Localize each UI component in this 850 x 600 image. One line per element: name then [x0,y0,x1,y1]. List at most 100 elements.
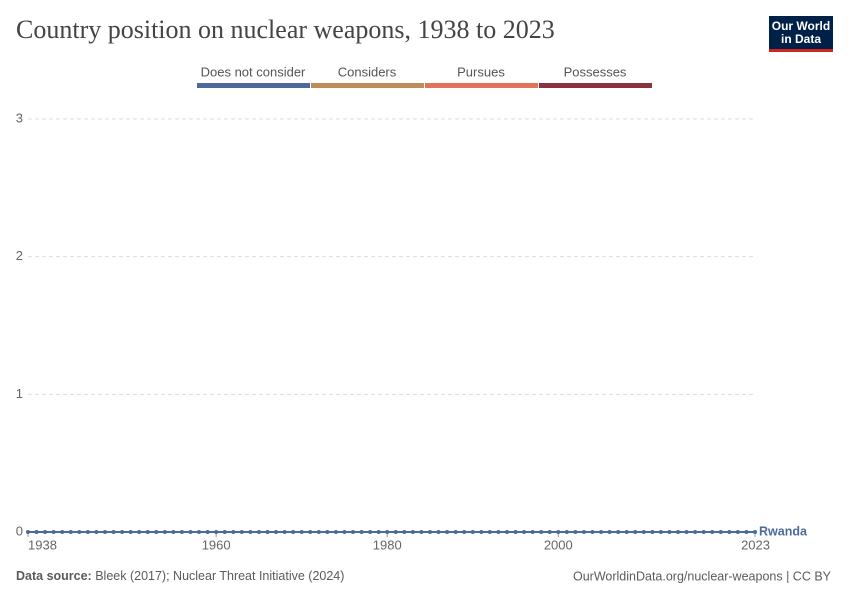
logo-bar [769,49,833,52]
data-point [436,530,441,534]
legend-swatch [311,83,424,88]
data-point [701,530,706,534]
data-point [727,530,732,534]
source: Data source: Bleek (2017); Nuclear Threa… [16,569,344,583]
data-point [616,530,621,534]
data-point [128,530,133,534]
legend-label: Pursues [457,64,505,79]
data-point [51,530,56,534]
data-point [333,530,338,534]
data-point [650,530,655,534]
series-label: Rwanda [759,524,808,538]
legend-label: Considers [338,64,397,79]
x-tick-label: 2023 [741,537,770,552]
data-point [171,530,176,534]
legend-label: Does not consider [201,64,306,79]
chart-title: Country position on nuclear weapons, 193… [16,15,555,44]
x-tick-label: 1938 [28,537,57,552]
data-point [641,530,646,534]
data-point [34,530,39,534]
data-point [522,530,527,534]
data-point [385,530,390,534]
data-point [77,530,82,534]
data-point [222,530,227,534]
data-point [197,530,202,534]
data-point [753,530,757,534]
data-point [291,530,296,534]
data-point [744,530,749,534]
data-point [239,530,244,534]
data-point [496,530,501,534]
data-point [676,530,681,534]
data-point [479,530,484,534]
data-point [573,530,578,534]
data-point [299,530,304,534]
data-point [94,530,99,534]
logo-box [769,16,833,49]
logo-text: in Data [781,32,821,46]
data-point [308,530,313,534]
data-point [462,530,467,534]
data-point [581,530,586,534]
data-point [359,530,364,534]
data-point [85,530,90,534]
data-point [487,530,492,534]
data-point [256,530,261,534]
data-point [453,530,458,534]
y-tick-label: 3 [16,110,23,125]
data-point [393,530,398,534]
legend-swatch [539,83,652,88]
data-point [60,530,65,534]
data-point [351,530,356,534]
data-point [718,530,723,534]
data-point [111,530,116,534]
data-point [154,530,159,534]
data-point [445,530,450,534]
data-point [188,530,193,534]
data-point [120,530,125,534]
data-point [137,530,142,534]
data-point [162,530,167,534]
data-point [564,530,569,534]
data-point [402,530,407,534]
data-point [684,530,689,534]
logo-text: Our World [772,19,830,33]
source-label: Data source: [16,569,92,583]
data-point [248,530,253,534]
data-point [316,530,321,534]
data-point [419,530,424,534]
data-point [427,530,432,534]
x-tick-label: 1980 [373,537,402,552]
data-point [633,530,638,534]
data-point [624,530,629,534]
data-point [470,530,475,534]
data-point [26,530,30,534]
data-point [274,530,279,534]
data-point [556,530,561,534]
data-point [410,530,415,534]
data-point [547,530,552,534]
data-point [102,530,107,534]
data-point [368,530,373,534]
data-point [607,530,612,534]
y-tick-label: 2 [16,248,23,263]
data-point [231,530,236,534]
data-point [145,530,150,534]
x-tick-label: 1960 [202,537,231,552]
data-point [325,530,330,534]
data-point [710,530,715,534]
data-point [214,530,219,534]
data-point [735,530,740,534]
data-point [43,530,48,534]
data-point [179,530,184,534]
y-tick-label: 0 [16,523,23,538]
data-point [205,530,210,534]
data-point [68,530,73,534]
y-tick-label: 1 [16,386,23,401]
legend-label: Possesses [564,64,627,79]
x-tick-label: 2000 [544,537,573,552]
url[interactable]: OurWorldinData.org/nuclear-weapons | CC … [573,569,832,583]
logo: Our World in Data [769,16,833,52]
data-point [590,530,595,534]
